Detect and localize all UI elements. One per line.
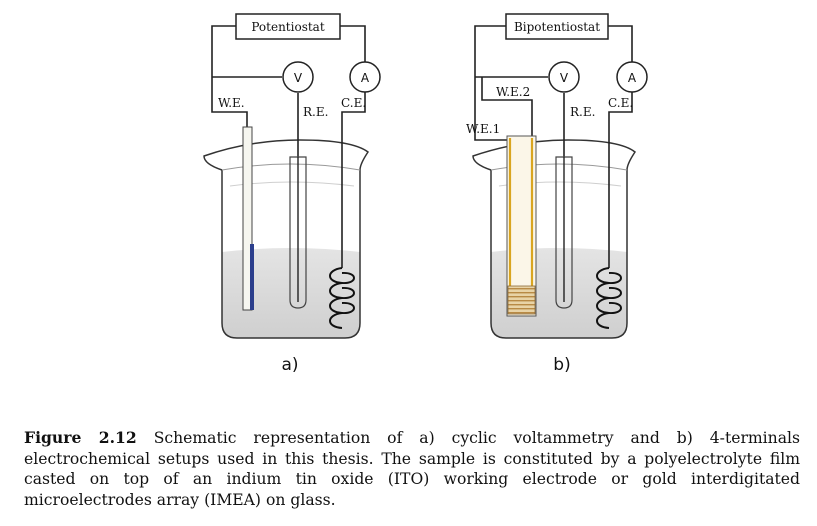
circuit-wires-a (211, 25, 366, 268)
reference-electrode-b (555, 156, 573, 309)
potentiostat-label: Potentiostat (251, 20, 324, 34)
voltmeter-icon (282, 61, 314, 93)
we1-label: W.E.1 (466, 122, 500, 136)
we2-label: W.E.2 (496, 85, 530, 99)
counter-electrode-coil-b (596, 267, 622, 329)
counter-electrode-coil-a (329, 267, 355, 329)
electrolyte-a (222, 248, 360, 338)
we-label-a: W.E. (218, 96, 245, 110)
re-label-a: R.E. (303, 105, 328, 119)
ammeter-icon-b (616, 61, 648, 93)
ammeter-label: A (361, 71, 370, 85)
voltmeter-icon-b (548, 61, 580, 93)
panel-a: Potentiostat V A W.E. R.E. C.E. a) (203, 13, 381, 375)
caption-text: Schematic representation of a) cyclic vo… (24, 429, 801, 509)
panel-b: Bipotentiostat V A W.E.2 W.E.1 R.E. C.E.… (466, 13, 648, 375)
potentiostat-box (235, 13, 341, 40)
figure-caption: Figure 2.12 Schematic representation of … (24, 428, 800, 510)
bipotentiostat-box (505, 13, 609, 40)
figure-number: Figure 2.12 (24, 428, 137, 447)
electrochemical-setup-figure: Potentiostat V A W.E. R.E. C.E. a) (203, 13, 648, 375)
reference-electrode-a (289, 156, 307, 309)
ito-film (250, 244, 254, 310)
ce-label-a: C.E. (341, 96, 366, 110)
bipotentiostat-label: Bipotentiostat (514, 20, 600, 34)
working-electrode-a (242, 126, 254, 311)
re-label-b: R.E. (570, 105, 595, 119)
ammeter-label-b: A (628, 71, 637, 85)
imea-electrode (506, 135, 537, 317)
voltmeter-label: V (294, 71, 303, 85)
ce-label-b: C.E. (608, 96, 633, 110)
voltmeter-label-b: V (560, 71, 569, 85)
ammeter-icon (349, 61, 381, 93)
interdigitated-array (507, 285, 536, 315)
circuit-wires-b (474, 25, 633, 268)
sublabel-a: a) (281, 355, 298, 375)
sublabel-b: b) (553, 355, 570, 375)
